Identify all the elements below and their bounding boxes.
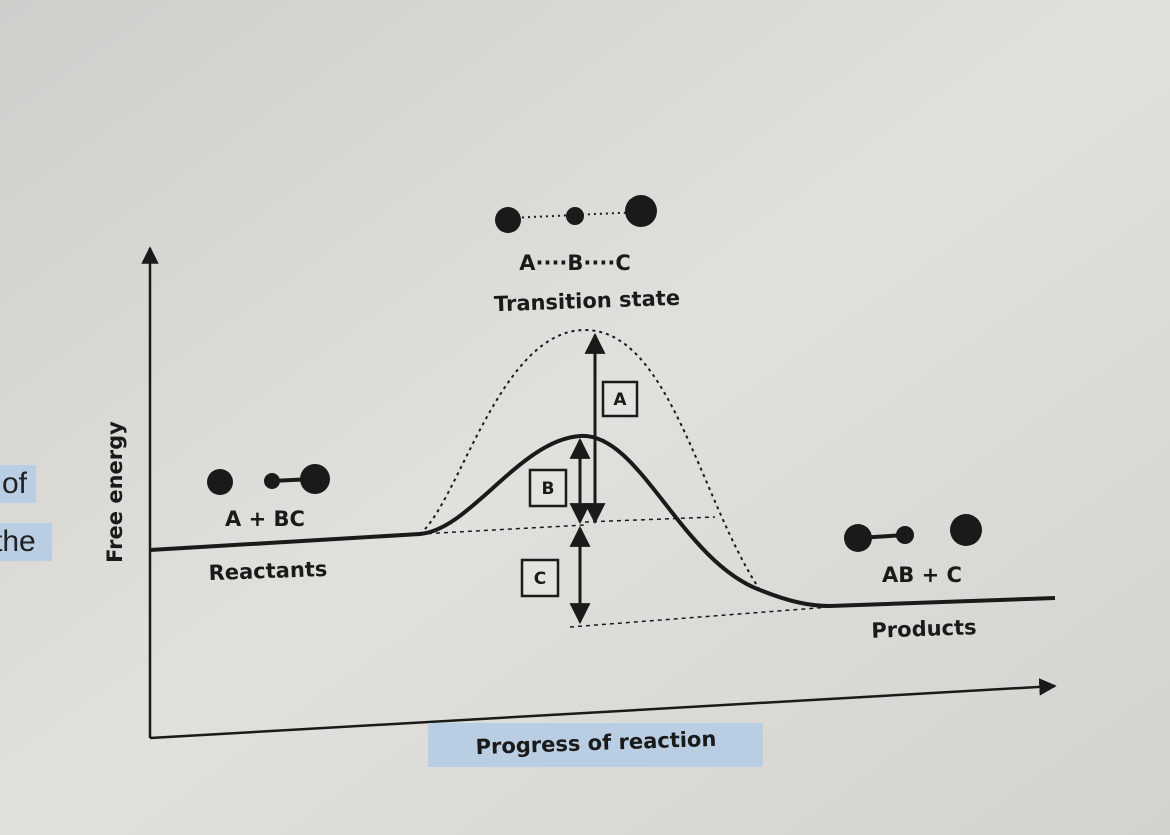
highlight [0,523,52,561]
reference-line [569,606,831,628]
atom [950,514,982,546]
atom [264,473,280,489]
products-label: Products [871,615,977,643]
highlight [428,723,763,767]
uncatalyzed-curve [419,328,761,591]
box-label: C [534,569,546,589]
atom [844,524,872,552]
atom [300,464,330,494]
atom [896,526,914,544]
box-label: B [542,479,555,499]
reference-line [419,524,586,535]
products-formula: AB + C [882,563,962,587]
margin-text: the [0,525,36,558]
highlight [0,465,36,503]
label-box [528,468,568,508]
box-label: A [613,390,627,410]
reactants-formula: A + BC [225,507,305,531]
bond [509,211,641,219]
atom [495,207,521,233]
reaction-curve [149,433,1056,609]
atom [566,207,584,225]
atom [207,469,233,495]
reference-line [584,516,716,523]
label-box [601,380,639,418]
x-axis [149,678,1057,740]
label-box [520,558,560,598]
atom [625,195,657,227]
transition-formula: A····B····C [519,251,631,275]
y-axis-label: Free energy [103,421,127,563]
margin-text: of [2,467,28,500]
reactants-label: Reactants [208,557,327,585]
